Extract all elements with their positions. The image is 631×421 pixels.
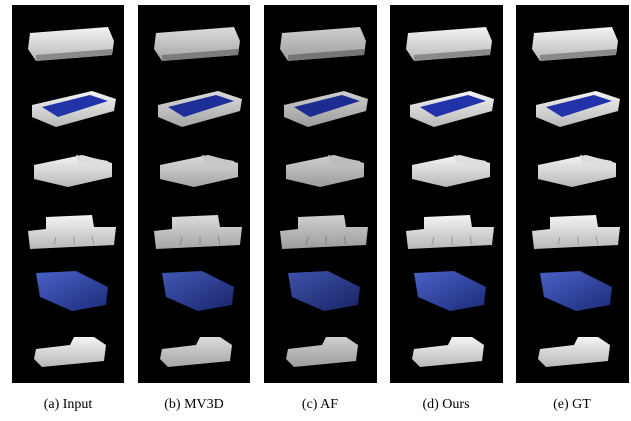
caption: (a) Input (44, 397, 93, 412)
caption: (e) GT (553, 397, 591, 412)
panel-background (264, 5, 377, 383)
panel-mv3d (138, 5, 250, 383)
panel-gt (516, 5, 629, 383)
caption: (c) AF (302, 397, 338, 412)
caption: (b) MV3D (164, 397, 224, 412)
figure: (a) Input (b) MV3D (c) AF (d) Ours (e) G… (0, 0, 631, 421)
caption: (d) Ours (422, 397, 469, 412)
panel-input (12, 5, 124, 383)
panel-background (12, 5, 124, 383)
panel-ours (390, 5, 503, 383)
panel-background (390, 5, 503, 383)
panel-background (516, 5, 629, 383)
panel-af (264, 5, 377, 383)
panel-background (138, 5, 250, 383)
